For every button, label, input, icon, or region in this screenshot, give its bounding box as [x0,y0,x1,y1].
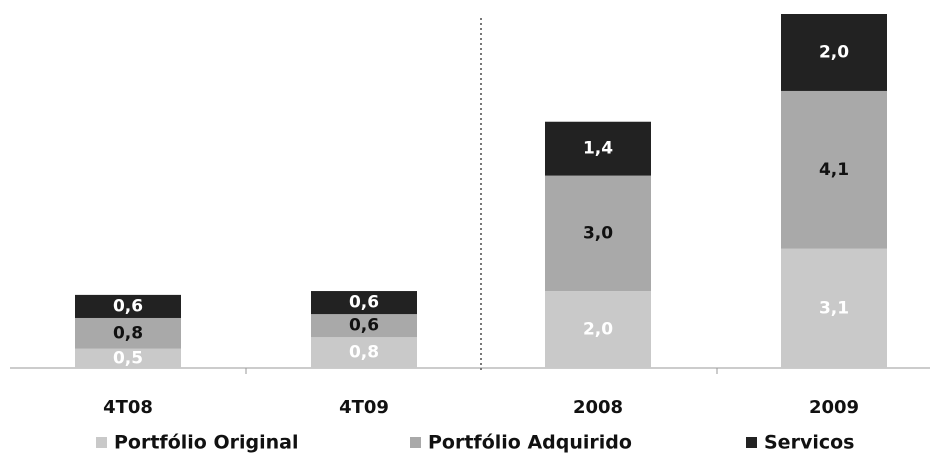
value-label: 0,6 [349,293,379,313]
x-tick-label: 4T08 [103,397,153,418]
value-label: 0,8 [349,343,379,363]
bar-segment [75,317,181,349]
value-label: 0,5 [113,348,143,368]
bar-segment [75,348,181,368]
legend-swatch [410,437,421,448]
bar-segment [781,90,887,249]
value-label: 2,0 [819,42,849,62]
bar-segment [311,337,417,368]
legend-swatch [746,437,757,448]
value-label: 4,1 [819,160,849,180]
x-tick-label: 2008 [573,397,623,418]
bar-segment [311,314,417,338]
value-label: 1,4 [583,139,613,159]
value-label: 0,6 [349,316,379,336]
legend-label: Portfólio Adquirido [428,432,632,454]
value-label: 3,1 [819,298,849,318]
legend-swatch [96,437,107,448]
legend-label: Portfólio Original [114,432,298,454]
bar-segment [75,294,181,318]
bar-segment [545,121,651,176]
value-label: 2,0 [583,320,613,340]
value-label: 3,0 [583,223,613,243]
bar-segment [545,175,651,292]
legend-label: Servicos [764,432,854,454]
bar-segment [311,291,417,315]
bar-segment [781,14,887,91]
value-label: 0,8 [113,323,143,343]
x-tick-label: 2009 [809,397,859,418]
x-tick-label: 4T09 [339,397,389,418]
bar-segment [781,248,887,368]
value-label: 0,6 [113,296,143,316]
bar-segment [545,291,651,368]
